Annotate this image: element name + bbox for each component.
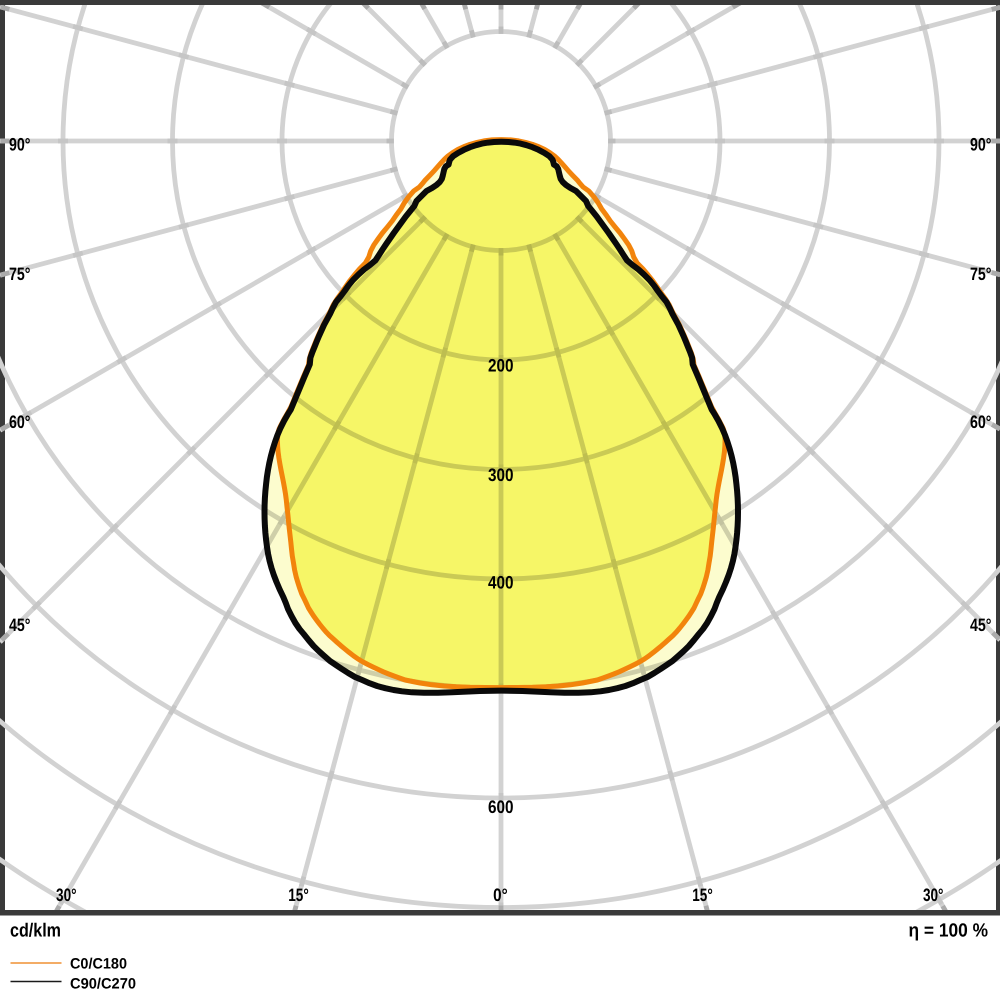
- svg-text:60°: 60°: [970, 412, 992, 432]
- svg-text:15°: 15°: [692, 885, 713, 905]
- svg-text:30°: 30°: [923, 885, 944, 905]
- svg-text:30°: 30°: [56, 885, 77, 905]
- svg-text:75°: 75°: [9, 264, 31, 284]
- svg-text:90°: 90°: [970, 135, 992, 155]
- svg-text:15°: 15°: [288, 885, 309, 905]
- svg-text:0°: 0°: [493, 885, 508, 905]
- svg-text:η = 100 %: η = 100 %: [909, 921, 989, 942]
- svg-text:75°: 75°: [970, 264, 992, 284]
- svg-text:300: 300: [488, 465, 514, 485]
- svg-text:90°: 90°: [9, 135, 31, 155]
- svg-text:cd/klm: cd/klm: [10, 921, 61, 942]
- svg-text:200: 200: [488, 355, 514, 375]
- svg-text:60°: 60°: [9, 412, 31, 432]
- svg-text:C0/C180: C0/C180: [70, 956, 127, 973]
- svg-text:45°: 45°: [970, 615, 992, 635]
- svg-text:45°: 45°: [9, 615, 31, 635]
- svg-text:600: 600: [488, 797, 514, 817]
- svg-text:400: 400: [488, 573, 514, 593]
- svg-text:C90/C270: C90/C270: [70, 976, 136, 993]
